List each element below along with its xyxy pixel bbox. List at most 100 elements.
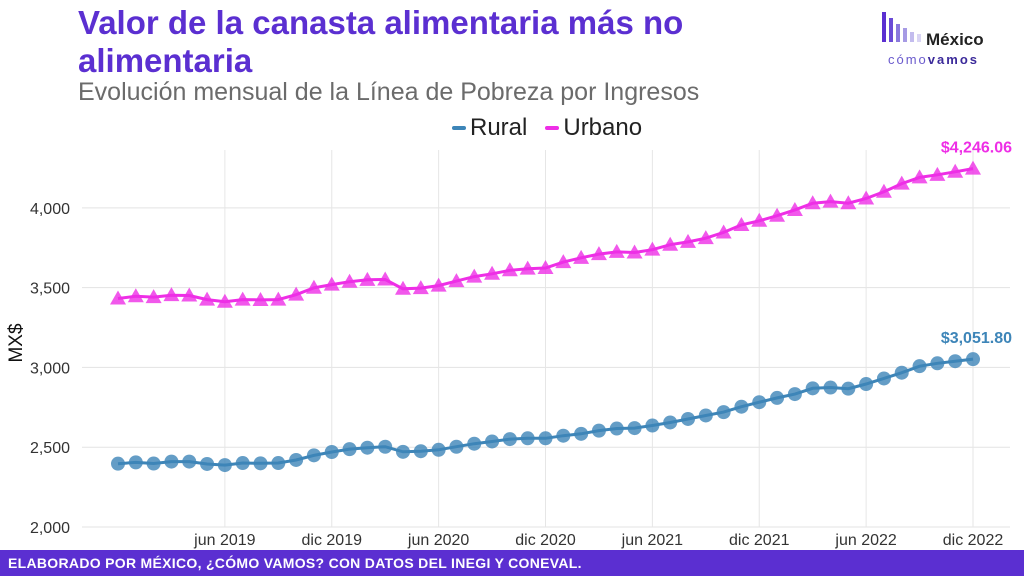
data-point-rural[interactable] [841, 381, 856, 396]
data-point-urbano[interactable] [697, 230, 714, 245]
data-point-rural[interactable] [948, 354, 963, 369]
data-point-urbano[interactable] [733, 216, 750, 231]
data-point-urbano[interactable] [448, 273, 465, 288]
data-point-urbano[interactable] [412, 280, 429, 295]
data-point-rural[interactable] [253, 456, 268, 471]
data-point-rural[interactable] [966, 352, 980, 367]
data-point-rural[interactable] [396, 444, 410, 459]
data-point-urbano[interactable] [644, 241, 661, 256]
data-point-rural[interactable] [645, 418, 660, 433]
data-point-urbano[interactable] [715, 224, 732, 239]
data-point-urbano[interactable] [484, 265, 501, 280]
data-point-urbano[interactable] [662, 236, 679, 251]
data-point-urbano[interactable] [288, 286, 305, 301]
data-point-urbano[interactable] [769, 207, 786, 222]
data-point-urbano[interactable] [875, 183, 892, 198]
data-point-rural[interactable] [467, 436, 482, 451]
legend-item-rural[interactable]: Rural [452, 114, 527, 142]
data-point-rural[interactable] [164, 454, 179, 469]
data-point-urbano[interactable] [270, 291, 287, 306]
data-point-urbano[interactable] [911, 169, 928, 184]
data-point-rural[interactable] [734, 399, 749, 414]
data-point-urbano[interactable] [430, 277, 447, 292]
data-point-urbano[interactable] [395, 280, 411, 295]
data-point-urbano[interactable] [252, 291, 269, 306]
data-point-urbano[interactable] [626, 244, 643, 259]
data-point-urbano[interactable] [341, 273, 358, 288]
data-point-rural[interactable] [449, 439, 464, 454]
data-point-urbano[interactable] [822, 193, 839, 208]
data-point-rural[interactable] [663, 415, 678, 430]
data-point-urbano[interactable] [305, 279, 322, 294]
data-point-rural[interactable] [200, 456, 215, 471]
data-point-rural[interactable] [591, 423, 606, 438]
data-point-rural[interactable] [271, 456, 286, 471]
data-point-rural[interactable] [627, 421, 642, 436]
data-point-urbano[interactable] [127, 288, 144, 303]
data-point-rural[interactable] [342, 442, 357, 457]
data-point-rural[interactable] [502, 432, 517, 447]
data-point-rural[interactable] [823, 380, 838, 395]
data-point-rural[interactable] [485, 434, 500, 449]
data-point-rural[interactable] [378, 439, 393, 454]
data-point-urbano[interactable] [163, 287, 180, 302]
data-point-urbano[interactable] [377, 271, 394, 286]
data-point-urbano[interactable] [199, 291, 216, 306]
data-point-rural[interactable] [609, 421, 624, 436]
data-point-rural[interactable] [431, 442, 446, 457]
data-point-rural[interactable] [930, 356, 945, 371]
data-point-urbano[interactable] [804, 195, 821, 210]
data-point-rural[interactable] [752, 395, 767, 410]
data-point-rural[interactable] [787, 387, 802, 402]
data-point-rural[interactable] [146, 456, 161, 471]
data-point-urbano[interactable] [466, 268, 483, 283]
data-point-rural[interactable] [912, 359, 927, 374]
data-point-rural[interactable] [574, 426, 589, 441]
data-point-urbano[interactable] [359, 271, 376, 286]
data-point-urbano[interactable] [501, 262, 518, 277]
data-point-rural[interactable] [538, 431, 553, 446]
data-point-rural[interactable] [716, 405, 731, 420]
data-point-urbano[interactable] [751, 212, 768, 227]
data-point-urbano[interactable] [181, 287, 198, 302]
data-point-urbano[interactable] [858, 190, 875, 205]
data-point-rural[interactable] [805, 381, 820, 396]
data-point-urbano[interactable] [893, 175, 910, 190]
data-point-urbano[interactable] [590, 246, 607, 261]
data-point-rural[interactable] [770, 390, 785, 405]
data-point-rural[interactable] [876, 371, 891, 386]
data-point-rural[interactable] [894, 365, 909, 380]
data-point-urbano[interactable] [537, 260, 554, 275]
data-point-rural[interactable] [324, 445, 339, 460]
data-point-rural[interactable] [128, 455, 143, 470]
data-point-urbano[interactable] [110, 290, 126, 305]
data-point-urbano[interactable] [680, 233, 696, 248]
data-point-urbano[interactable] [840, 195, 857, 210]
data-point-urbano[interactable] [323, 276, 340, 291]
data-point-rural[interactable] [681, 411, 695, 426]
data-point-urbano[interactable] [608, 243, 625, 258]
data-point-rural[interactable] [413, 444, 428, 459]
data-point-urbano[interactable] [555, 254, 572, 269]
data-point-urbano[interactable] [216, 293, 233, 308]
data-point-rural[interactable] [235, 456, 250, 471]
data-point-rural[interactable] [520, 431, 535, 446]
data-point-rural[interactable] [306, 448, 321, 463]
data-point-rural[interactable] [217, 458, 232, 473]
data-point-rural[interactable] [360, 440, 375, 455]
data-point-urbano[interactable] [947, 163, 964, 178]
data-point-urbano[interactable] [519, 260, 536, 275]
data-point-urbano[interactable] [786, 201, 803, 216]
legend-item-urbano[interactable]: Urbano [545, 114, 642, 142]
data-point-rural[interactable] [698, 408, 713, 423]
data-point-urbano[interactable] [573, 249, 590, 264]
data-point-rural[interactable] [859, 377, 874, 392]
data-point-rural[interactable] [182, 454, 197, 469]
data-point-rural[interactable] [556, 428, 571, 443]
data-point-rural[interactable] [111, 456, 125, 471]
data-point-urbano[interactable] [234, 291, 251, 306]
data-point-rural[interactable] [289, 452, 304, 467]
data-point-urbano[interactable] [929, 166, 946, 181]
data-point-urbano[interactable] [145, 289, 162, 304]
data-point-urbano[interactable] [965, 160, 981, 175]
